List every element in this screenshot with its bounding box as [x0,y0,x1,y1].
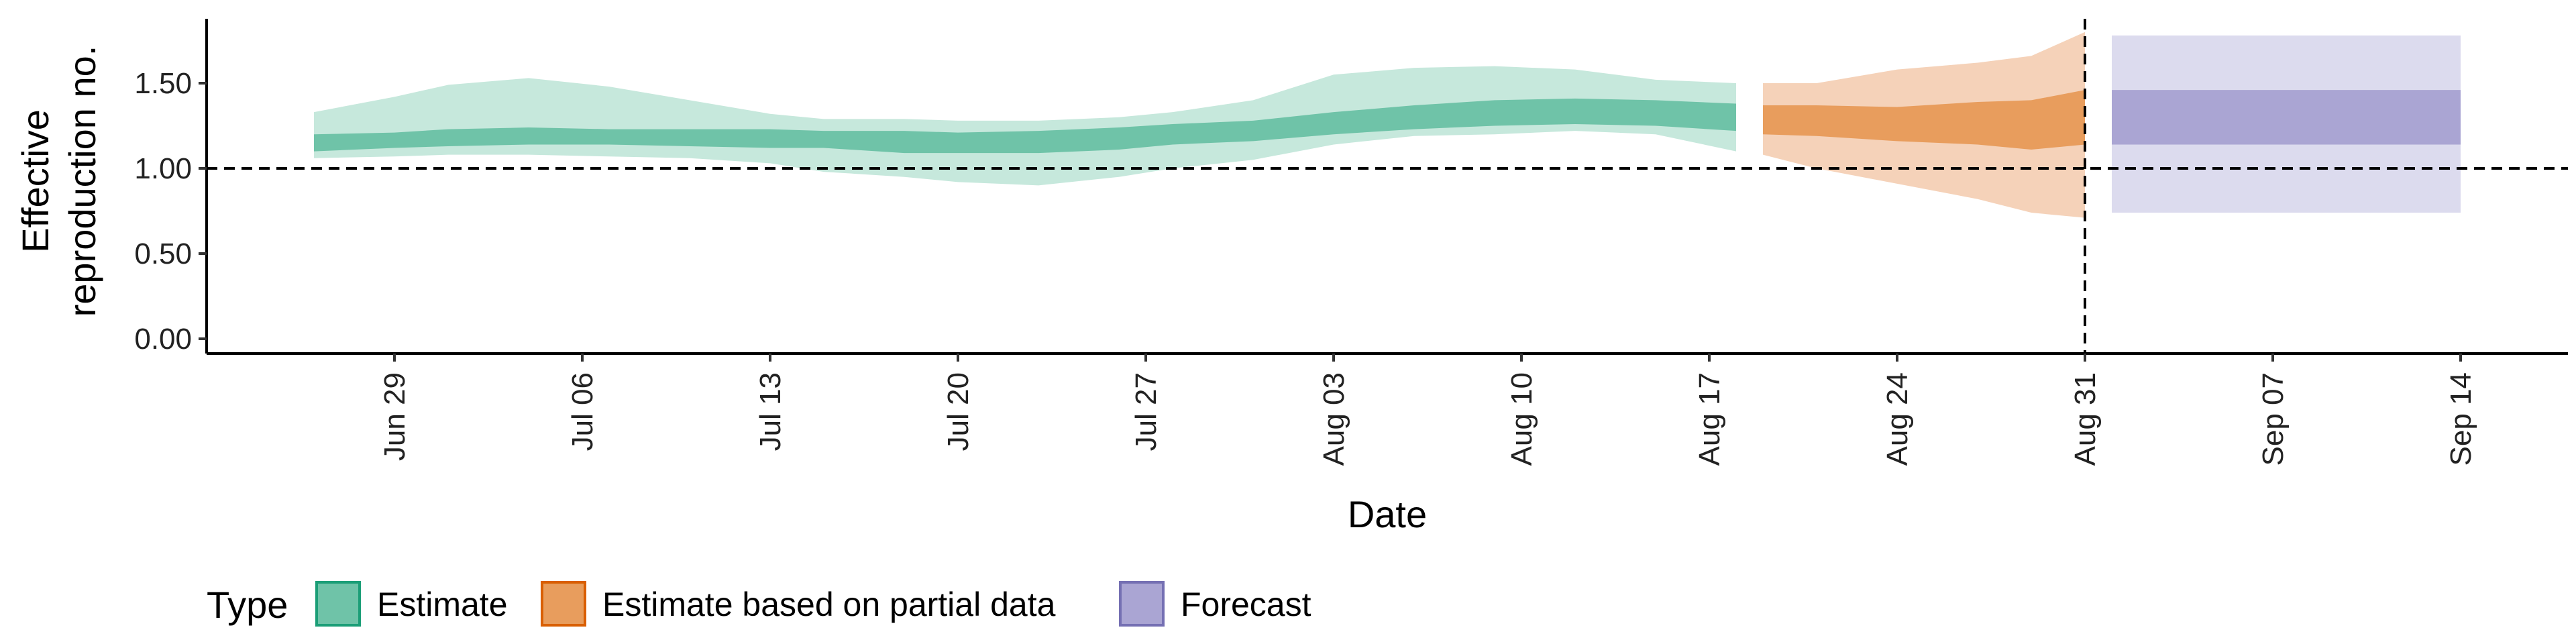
reference-lines [207,19,2568,354]
x-tick-label: Aug 03 [1318,372,1350,466]
y-tick-label: 0.00 [134,323,192,356]
legend-key-forecast [1119,581,1165,627]
y-tick-label: 0.50 [134,237,192,270]
x-tick-label: Sep 07 [2257,372,2290,466]
x-axis-title: Date [1348,493,1427,535]
x-tick-label: Aug 31 [2069,372,2102,466]
estimate-based-on-partial-data-inner-band [1763,90,2085,150]
x-tick-label: Sep 14 [2445,372,2477,466]
x-tick-labels: Jun 29 Jul 06 Jul 13 Jul 20 Jul 27 Aug 03 Aug … [378,372,2477,466]
x-tick-label: Aug 10 [1505,372,1538,466]
x-tick-label: Jul 27 [1130,372,1163,451]
x-tick-label: Jul 06 [566,372,599,451]
x-tick-label: Aug 24 [1881,372,1914,466]
y-tick-label: 1.00 [134,152,192,185]
forecast-inner-band [2112,90,2461,145]
legend: Type Estimate Estimate based on partial d… [207,581,1311,627]
estimate-inner-band [314,98,1736,154]
y-tick-labels: 0.00 0.50 1.00 1.50 [134,67,192,356]
legend-key-estimate [315,581,361,627]
x-tick-label: Jul 13 [754,372,787,451]
legend-label-estimate: Estimate [377,586,508,623]
x-tick-label: Jun 29 [378,372,411,461]
legend-label-forecast: Forecast [1181,586,1311,623]
axes [199,19,2568,362]
y-tick-label: 1.50 [134,67,192,100]
uncertainty-bands [314,32,2461,218]
x-tick-label: Jul 20 [942,372,975,451]
estimate-outer-band [314,66,1736,186]
x-tick-label: Aug 17 [1693,372,1726,466]
y-axis-title-line-1: Effective [14,109,56,253]
y-axis-title-line-2: reproduction no. [61,46,103,317]
legend-label-estimate-based-on-partial-data: Estimate based on partial data [602,586,1056,623]
legend-key-estimate-based-on-partial-data [541,581,586,627]
legend-title: Type [207,584,288,626]
